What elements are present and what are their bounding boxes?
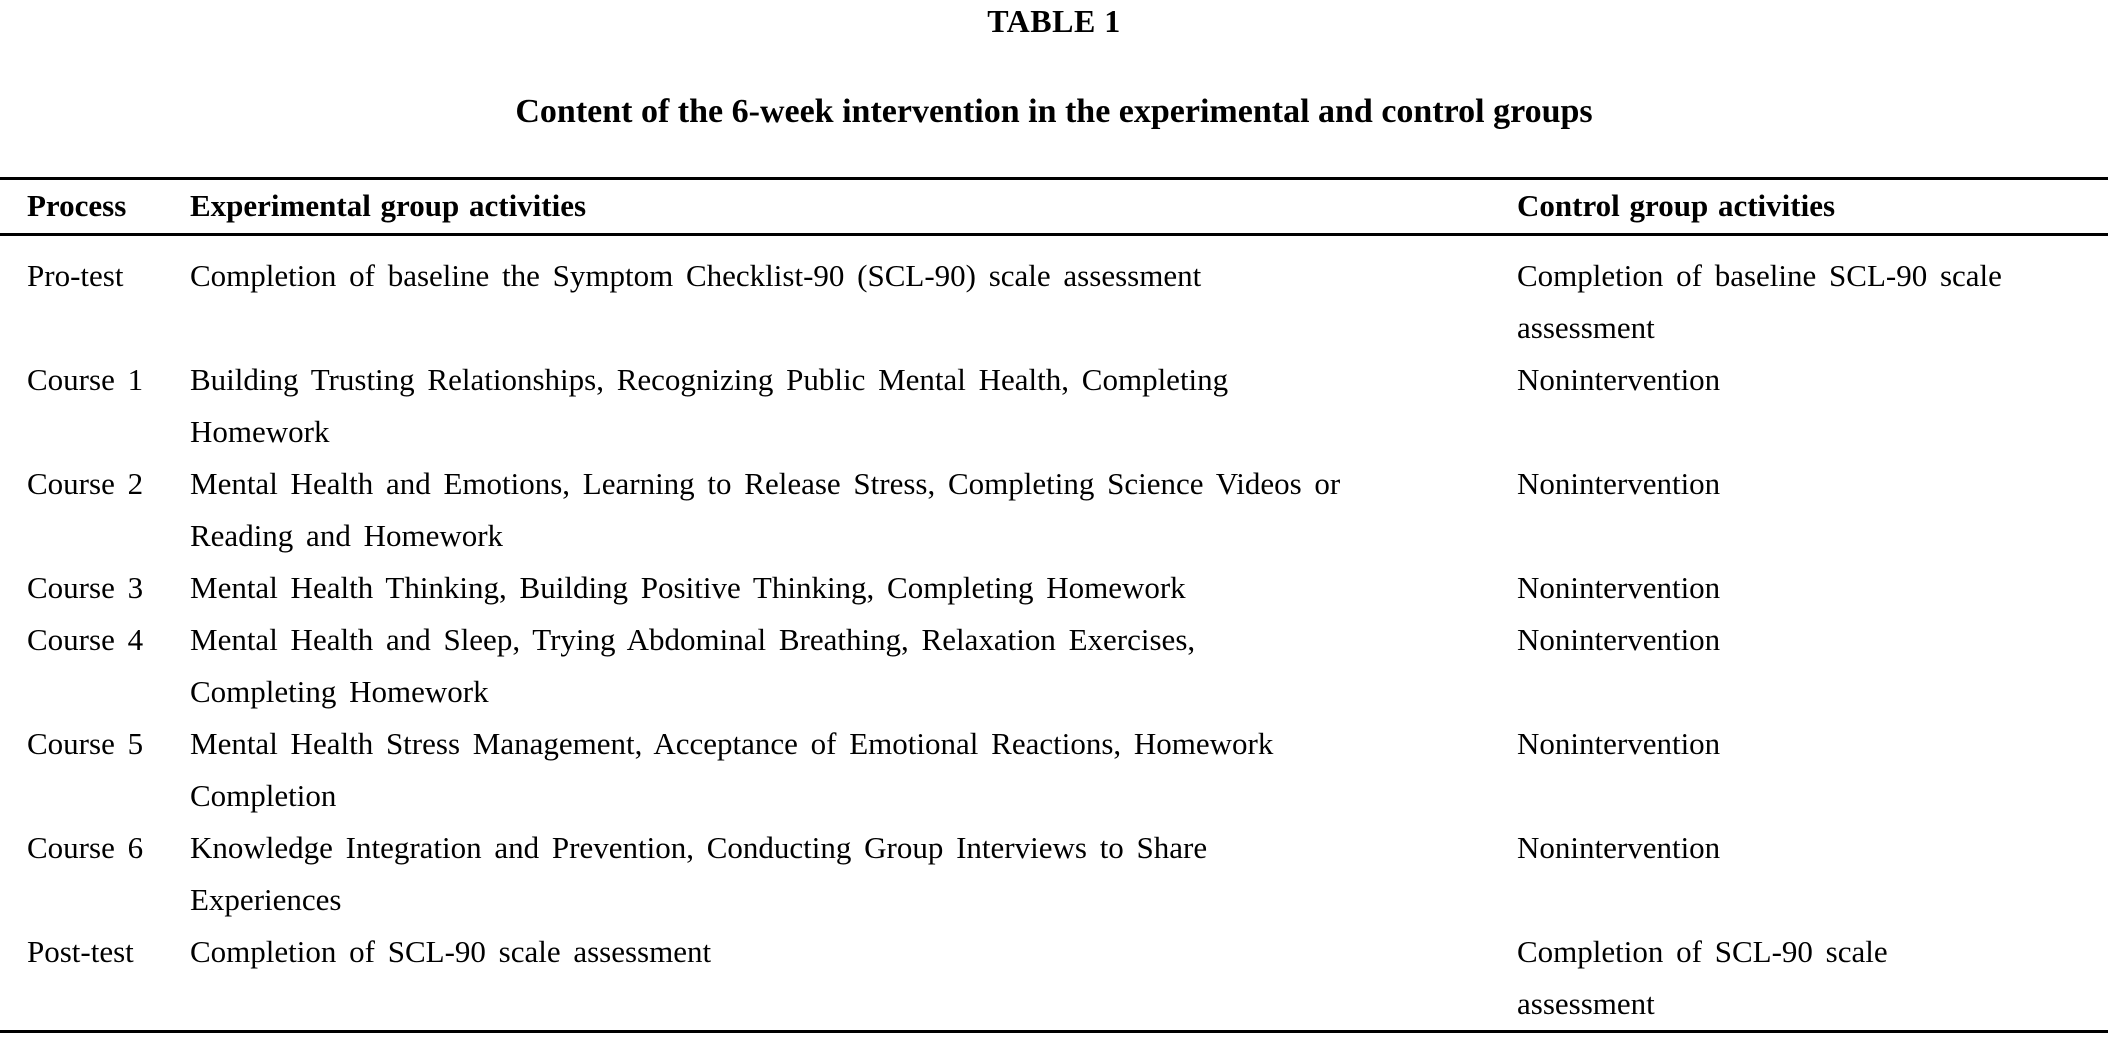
cell-control: Nonintervention bbox=[1517, 562, 2108, 614]
cell-experimental: Mental Health Stress Management, Accepta… bbox=[190, 718, 1517, 822]
cell-experimental: Mental Health Thinking, Building Positiv… bbox=[190, 562, 1517, 614]
intervention-table: Process Experimental group activities Co… bbox=[0, 177, 2108, 1033]
cell-process: Course 5 bbox=[0, 718, 190, 822]
cell-line: Pro-test bbox=[27, 258, 124, 293]
cell-experimental: Mental Health and Sleep, Trying Abdomina… bbox=[190, 614, 1517, 718]
cell-line: Nonintervention bbox=[1517, 570, 1721, 605]
cell-line: Experiences bbox=[190, 882, 342, 917]
table-row: Pro-test Completion of baseline the Sympt… bbox=[0, 235, 2108, 355]
cell-experimental: Knowledge Integration and Prevention, Co… bbox=[190, 822, 1517, 926]
table-header: Process Experimental group activities Co… bbox=[0, 178, 2108, 236]
cell-control: Completion of baseline SCL-90 scale asses… bbox=[1517, 235, 2108, 355]
cell-control: Nonintervention bbox=[1517, 614, 2108, 718]
cell-line: Course 6 bbox=[27, 830, 144, 865]
cell-line: Knowledge Integration and Prevention, Co… bbox=[190, 830, 1208, 865]
cell-line: Completing Homework bbox=[190, 674, 489, 709]
cell-line: Completion bbox=[190, 778, 337, 813]
table-body: Pro-test Completion of baseline the Sympt… bbox=[0, 235, 2108, 1032]
table-title: Content of the 6-week intervention in th… bbox=[515, 93, 1593, 130]
cell-line: Course 1 bbox=[27, 362, 144, 397]
cell-control: Nonintervention bbox=[1517, 822, 2108, 926]
table-row: Course 5 Mental Health Stress Management,… bbox=[0, 718, 2108, 822]
cell-process: Course 4 bbox=[0, 614, 190, 718]
cell-control: Nonintervention bbox=[1517, 458, 2108, 562]
cell-line: Nonintervention bbox=[1517, 726, 1721, 761]
cell-line: Course 3 bbox=[27, 570, 144, 605]
column-header-control: Control group activities bbox=[1517, 178, 2108, 236]
cell-process: Course 6 bbox=[0, 822, 190, 926]
cell-line: Mental Health Thinking, Building Positiv… bbox=[190, 570, 1186, 605]
header-row: Process Experimental group activities Co… bbox=[0, 178, 2108, 236]
cell-line: Completion of SCL-90 scale assessment bbox=[190, 934, 712, 969]
cell-line: Mental Health and Sleep, Trying Abdomina… bbox=[190, 622, 1196, 657]
column-header-process: Process bbox=[0, 178, 190, 236]
cell-line: Course 5 bbox=[27, 726, 144, 761]
cell-line: Nonintervention bbox=[1517, 362, 1721, 397]
cell-process: Post-test bbox=[0, 926, 190, 1032]
cell-line: Nonintervention bbox=[1517, 622, 1721, 657]
cell-line: Building Trusting Relationships, Recogni… bbox=[190, 362, 1229, 397]
cell-line: Reading and Homework bbox=[190, 518, 504, 553]
cell-line: Course 2 bbox=[27, 466, 144, 501]
cell-experimental: Completion of baseline the Symptom Check… bbox=[190, 235, 1517, 355]
cell-control: Completion of SCL-90 scale assessment bbox=[1517, 926, 2108, 1032]
cell-line: Mental Health and Emotions, Learning to … bbox=[190, 466, 1341, 501]
cell-process: Course 2 bbox=[0, 458, 190, 562]
cell-line: Completion of baseline SCL-90 scale bbox=[1517, 258, 2002, 293]
cell-line: Completion of SCL-90 scale bbox=[1517, 934, 1888, 969]
cell-control: Nonintervention bbox=[1517, 354, 2108, 458]
table-row: Course 1 Building Trusting Relationships,… bbox=[0, 354, 2108, 458]
column-header-experimental: Experimental group activities bbox=[190, 178, 1517, 236]
table-row: Post-test Completion of SCL-90 scale asse… bbox=[0, 926, 2108, 1032]
cell-line: Homework bbox=[190, 414, 330, 449]
cell-experimental: Mental Health and Emotions, Learning to … bbox=[190, 458, 1517, 562]
cell-line: Post-test bbox=[27, 934, 134, 969]
cell-line: Nonintervention bbox=[1517, 466, 1721, 501]
table-row: Course 2 Mental Health and Emotions, Lear… bbox=[0, 458, 2108, 562]
cell-process: Course 1 bbox=[0, 354, 190, 458]
cell-line: Nonintervention bbox=[1517, 830, 1721, 865]
cell-line: Completion of baseline the Symptom Check… bbox=[190, 258, 1202, 293]
table-row: Course 6 Knowledge Integration and Preven… bbox=[0, 822, 2108, 926]
cell-experimental: Building Trusting Relationships, Recogni… bbox=[190, 354, 1517, 458]
table-row: Course 4 Mental Health and Sleep, Trying … bbox=[0, 614, 2108, 718]
cell-line: Course 4 bbox=[27, 622, 144, 657]
cell-line: Mental Health Stress Management, Accepta… bbox=[190, 726, 1274, 761]
cell-control: Nonintervention bbox=[1517, 718, 2108, 822]
table-row: Course 3 Mental Health Thinking, Building… bbox=[0, 562, 2108, 614]
cell-line: assessment bbox=[1517, 310, 1655, 345]
cell-line: assessment bbox=[1517, 986, 1655, 1021]
cell-process: Pro-test bbox=[0, 235, 190, 355]
table-label: TABLE 1 bbox=[987, 3, 1121, 39]
cell-process: Course 3 bbox=[0, 562, 190, 614]
cell-experimental: Completion of SCL-90 scale assessment bbox=[190, 926, 1517, 1032]
